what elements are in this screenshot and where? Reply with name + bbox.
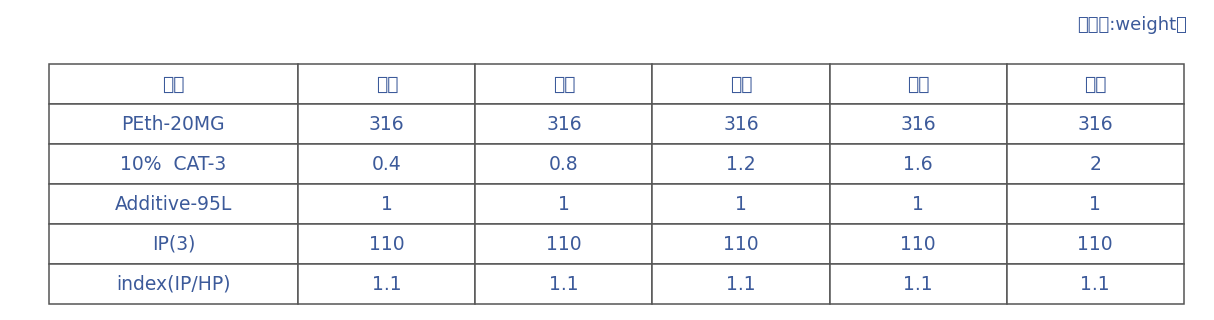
Bar	[829, 264, 1006, 304]
Text: 1.1: 1.1	[549, 275, 579, 293]
Bar	[476, 104, 652, 144]
Bar	[299, 184, 476, 224]
Bar	[652, 104, 829, 144]
Text: 1.6: 1.6	[903, 155, 932, 173]
Bar	[476, 264, 652, 304]
Bar	[49, 64, 299, 104]
Text: 1.1: 1.1	[371, 275, 402, 293]
Bar	[829, 64, 1006, 104]
Bar	[652, 64, 829, 104]
Text: 1.2: 1.2	[726, 155, 756, 173]
Text: 316: 316	[724, 115, 759, 133]
Text: Additive-95L: Additive-95L	[115, 195, 232, 213]
Bar	[1006, 104, 1184, 144]
Text: 원료: 원료	[163, 75, 185, 93]
Bar	[49, 104, 299, 144]
Bar	[1006, 264, 1184, 304]
Bar	[652, 224, 829, 264]
Text: 무게: 무게	[1084, 75, 1106, 93]
Text: 1.1: 1.1	[1080, 275, 1110, 293]
Text: 10%  CAT-3: 10% CAT-3	[120, 155, 227, 173]
Text: 1: 1	[734, 195, 747, 213]
Text: 110: 110	[724, 235, 759, 253]
Bar	[476, 64, 652, 104]
Text: 110: 110	[901, 235, 936, 253]
Bar	[476, 224, 652, 264]
Text: 110: 110	[369, 235, 404, 253]
Text: 1: 1	[558, 195, 569, 213]
Text: 1.1: 1.1	[726, 275, 756, 293]
Text: 110: 110	[546, 235, 582, 253]
Text: 316: 316	[1077, 115, 1113, 133]
Bar	[299, 144, 476, 184]
Text: 0.8: 0.8	[549, 155, 579, 173]
Bar	[49, 184, 299, 224]
Bar	[49, 144, 299, 184]
Text: IP(3): IP(3)	[152, 235, 195, 253]
Text: 무게: 무게	[730, 75, 753, 93]
Bar	[49, 264, 299, 304]
Text: 2: 2	[1089, 155, 1101, 173]
Bar	[652, 184, 829, 224]
Bar	[829, 224, 1006, 264]
Bar	[829, 144, 1006, 184]
Bar	[49, 224, 299, 264]
Bar	[1006, 224, 1184, 264]
Text: 1: 1	[381, 195, 393, 213]
Text: 무게: 무게	[375, 75, 398, 93]
Text: 316: 316	[901, 115, 936, 133]
Bar	[476, 144, 652, 184]
Text: 〈단위:weight〉: 〈단위:weight〉	[1077, 16, 1187, 34]
Bar	[652, 144, 829, 184]
Bar	[1006, 64, 1184, 104]
Text: 무게: 무게	[552, 75, 575, 93]
Bar	[829, 104, 1006, 144]
Text: index(IP/HP): index(IP/HP)	[117, 275, 231, 293]
Text: 1: 1	[1089, 195, 1101, 213]
Text: PEth-20MG: PEth-20MG	[121, 115, 226, 133]
Bar	[299, 224, 476, 264]
Text: 1.1: 1.1	[903, 275, 932, 293]
Bar	[1006, 144, 1184, 184]
Bar	[299, 104, 476, 144]
Bar	[1006, 184, 1184, 224]
Bar	[652, 264, 829, 304]
Text: 316: 316	[369, 115, 404, 133]
Text: 무게: 무게	[907, 75, 929, 93]
Text: 316: 316	[546, 115, 582, 133]
Bar	[299, 264, 476, 304]
Bar	[829, 184, 1006, 224]
Bar	[299, 64, 476, 104]
Bar	[476, 184, 652, 224]
Text: 0.4: 0.4	[371, 155, 402, 173]
Text: 110: 110	[1077, 235, 1113, 253]
Text: 1: 1	[912, 195, 924, 213]
